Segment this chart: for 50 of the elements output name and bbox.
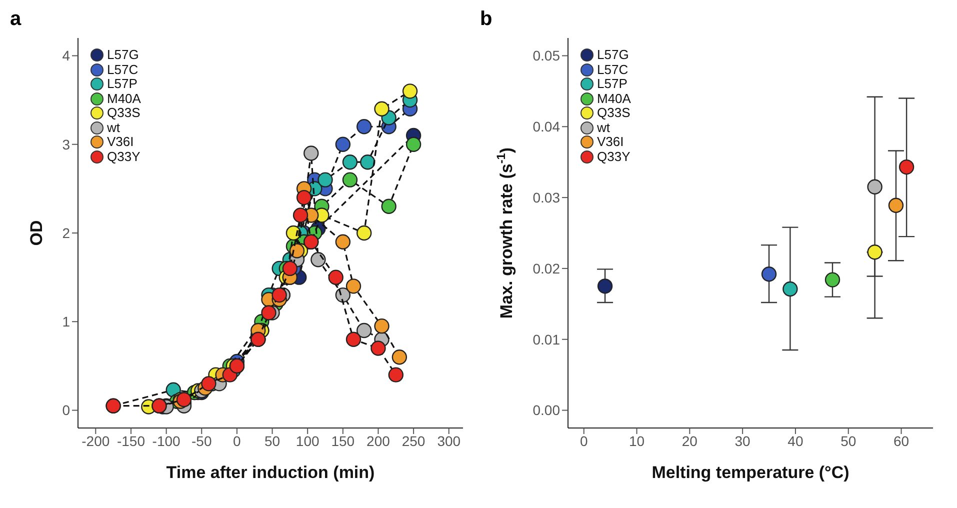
x-tick-label: 250 (402, 432, 426, 449)
x-tick-label: 150 (331, 432, 355, 449)
x-tick-label: 60 (893, 432, 910, 449)
x-axis-title: Melting temperature (°C) (652, 463, 850, 482)
x-tick-label: -150 (116, 432, 146, 449)
x-tick-label: 100 (296, 432, 320, 449)
x-tick-label: 0 (580, 432, 588, 449)
x-tick-label: 20 (682, 432, 698, 449)
legend-label: M40A (107, 90, 141, 106)
y-tick-label: 0.04 (532, 118, 560, 135)
x-tick-label: 50 (264, 432, 280, 449)
legend-label: wt (107, 120, 120, 135)
legend-label: Q33Y (597, 148, 630, 164)
legend-label: L57C (107, 62, 138, 77)
x-axis-title: Time after induction (min) (166, 463, 375, 482)
legend-label: V36I (107, 134, 134, 150)
y-tick-label: 1 (62, 314, 70, 330)
x-tick-label: 50 (840, 432, 856, 449)
legend-label: L57P (107, 76, 138, 92)
x-tick-label: 200 (366, 432, 390, 449)
legend-label: Q33S (107, 105, 140, 120)
y-tick-label: 0.05 (532, 48, 560, 64)
legend-label: V36I (597, 134, 624, 150)
legend-label: wt (597, 120, 610, 135)
legend-label: M40A (597, 90, 631, 106)
x-tick-label: 300 (437, 432, 461, 449)
x-tick-label: 40 (788, 432, 804, 449)
y-tick-label: 4 (62, 48, 70, 64)
legend-label: L57G (597, 47, 629, 62)
x-tick-label: 0 (233, 432, 242, 449)
x-tick-label: -100 (152, 432, 181, 449)
x-tick-label: 30 (734, 432, 751, 449)
y-tick-label: 0.03 (532, 190, 560, 206)
legend-label: Q33S (597, 105, 630, 120)
x-tick-label: 10 (628, 432, 645, 449)
y-tick-label: 0.00 (532, 402, 560, 418)
x-tick-label: -50 (192, 432, 212, 449)
y-tick-label: 0.02 (532, 260, 560, 276)
y-tick-label: 3 (62, 136, 70, 152)
y-tick-label: 0 (62, 402, 70, 418)
x-tick-label: -200 (82, 432, 110, 449)
chart-title: a (10, 8, 22, 31)
y-tick-label: 0.01 (532, 331, 560, 348)
y-tick-label: 2 (62, 224, 70, 241)
legend-label: L57P (597, 76, 628, 92)
legend-label: Q33Y (107, 148, 140, 164)
y-axis-title: OD (27, 220, 46, 246)
legend-label: L57G (107, 47, 139, 62)
chart-title: b (480, 8, 492, 31)
legend-label: L57C (597, 62, 628, 77)
